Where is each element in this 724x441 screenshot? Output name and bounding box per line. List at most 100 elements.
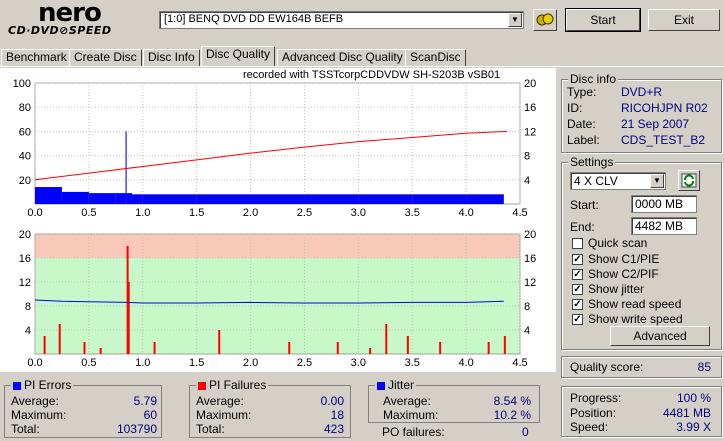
pi-failures-avg-label: Average: bbox=[196, 394, 244, 408]
x-tick-label: 0.5 bbox=[81, 357, 96, 369]
po-failures-value: 0 bbox=[522, 425, 529, 439]
top-grid bbox=[34, 82, 521, 204]
po-failures-label: PO failures: bbox=[382, 425, 445, 439]
speed-refresh-button[interactable] bbox=[678, 170, 700, 191]
pi-failures-max-label: Maximum: bbox=[196, 408, 252, 422]
quick-scan-checkbox[interactable] bbox=[572, 238, 583, 249]
jitter-title: Jitter bbox=[375, 378, 417, 392]
show-write-speed-label: Show write speed bbox=[588, 312, 683, 326]
pi-failures-bar bbox=[218, 330, 221, 354]
drive-select[interactable]: [1:0] BENQ DVD DD EW164B BEFB ▼ bbox=[159, 11, 524, 29]
pi-errors-bar bbox=[125, 131, 127, 204]
show-read-speed-checkbox[interactable]: ✓ bbox=[572, 299, 583, 310]
tab-benchmark[interactable]: Benchmark bbox=[1, 49, 72, 66]
show-c1-pie-checkbox[interactable]: ✓ bbox=[572, 254, 583, 265]
pi-errors-bar bbox=[412, 194, 467, 204]
pi-failures-max-value: 18 bbox=[330, 408, 344, 422]
speed-select[interactable]: 4 X CLV ▼ bbox=[570, 172, 666, 190]
start-button[interactable]: Start bbox=[565, 8, 641, 32]
disc-label-label: Label: bbox=[567, 133, 600, 147]
y-left-tick-label: 40 bbox=[19, 151, 31, 163]
pi-errors-total-value: 103790 bbox=[116, 422, 157, 436]
show-jitter-checkbox[interactable]: ✓ bbox=[572, 284, 583, 295]
tab-create-disc[interactable]: Create Disc bbox=[69, 49, 142, 66]
y-right-tick-label: 4 bbox=[524, 175, 530, 187]
advanced-button[interactable]: Advanced bbox=[610, 326, 710, 346]
pi-errors-bar bbox=[88, 193, 116, 204]
bottom-grid bbox=[34, 233, 521, 354]
disc-id-value: RICOHJPN R02 bbox=[621, 101, 708, 115]
x-tick-label: 0.5 bbox=[81, 207, 96, 219]
pi-errors-bar bbox=[61, 191, 89, 204]
x-tick-label: 3.0 bbox=[351, 207, 366, 219]
chevron-down-icon[interactable]: ▼ bbox=[650, 174, 664, 188]
tab-disc-quality[interactable]: Disc Quality bbox=[201, 46, 276, 66]
y-left-tick-label: 4 bbox=[25, 325, 31, 337]
pi-errors-total-label: Total: bbox=[11, 422, 40, 436]
bottom-series bbox=[34, 246, 506, 354]
show-read-speed-label: Show read speed bbox=[588, 297, 682, 311]
pi-failures-total-label: Total: bbox=[196, 422, 225, 436]
pi-failures-bar bbox=[406, 336, 409, 354]
pi-errors-title-text: PI Errors bbox=[24, 378, 72, 392]
pi-failures-bar bbox=[43, 336, 46, 354]
pi-errors-title: PI Errors bbox=[11, 378, 74, 392]
end-label: End: bbox=[570, 220, 595, 234]
y-right-tick-label: 12 bbox=[524, 126, 536, 138]
disc-info-title: Disc info bbox=[568, 72, 619, 86]
pi-errors-bar bbox=[196, 194, 251, 204]
start-field[interactable]: 0000 MB bbox=[631, 195, 697, 213]
x-tick-label: 0.0 bbox=[27, 357, 42, 369]
pi-failures-bar bbox=[126, 246, 129, 354]
disc-type-value: DVD+R bbox=[621, 85, 663, 99]
speed-label: Speed: bbox=[570, 420, 609, 434]
show-c1-pie-label: Show C1/PIE bbox=[588, 252, 660, 266]
drive-refresh-button[interactable] bbox=[533, 9, 557, 31]
x-tick-label: 2.5 bbox=[297, 357, 312, 369]
tab-disc-info[interactable]: Disc Info bbox=[143, 49, 200, 66]
jitter-group: Jitter Average: 8.54 % Maximum: 10.2 % bbox=[368, 378, 540, 423]
disc-info-group: Disc info Type: DVD+R ID: RICOHJPN R02 D… bbox=[561, 72, 722, 153]
end-field[interactable]: 4482 MB bbox=[631, 217, 697, 235]
pi-failures-bar bbox=[153, 342, 156, 354]
chart-title: recorded with TSSTcorpCDDVDW SH-S203B vS… bbox=[243, 69, 500, 81]
speed-value: 4 X CLV bbox=[574, 174, 618, 188]
bottom-green-zone bbox=[35, 258, 520, 354]
pi-errors-bar bbox=[115, 193, 126, 204]
x-tick-label: 3.5 bbox=[405, 357, 420, 369]
chevron-down-icon[interactable]: ▼ bbox=[508, 13, 522, 27]
progress-value: 100 % bbox=[676, 391, 711, 405]
tab-advanced-disc-quality[interactable]: Advanced Disc Quality bbox=[277, 49, 408, 66]
show-write-speed-checkbox[interactable]: ✓ bbox=[572, 314, 583, 325]
y-right-tick-label: 12 bbox=[524, 277, 536, 289]
y-right-tick-label: 4 bbox=[524, 325, 530, 337]
show-c2-pif-checkbox[interactable]: ✓ bbox=[572, 269, 583, 280]
disc-date-label: Date: bbox=[567, 117, 596, 131]
pi-failures-bar bbox=[336, 342, 339, 354]
pi-errors-avg-label: Average: bbox=[11, 394, 59, 408]
pi-errors-color-icon bbox=[13, 381, 21, 390]
jitter-avg-value: 8.54 % bbox=[493, 394, 531, 408]
y-left-tick-label: 12 bbox=[19, 277, 31, 289]
position-label: Position: bbox=[570, 406, 617, 420]
quality-score-value: 85 bbox=[697, 360, 711, 374]
show-jitter-label: Show jitter bbox=[588, 282, 645, 296]
drive-select-value: [1:0] BENQ DVD DD EW164B BEFB bbox=[164, 13, 344, 25]
speed-value: 3.99 X bbox=[676, 420, 711, 434]
x-tick-label: 4.5 bbox=[512, 207, 527, 219]
tab-scandisc[interactable]: ScanDisc bbox=[405, 49, 466, 66]
progress-label: Progress: bbox=[570, 391, 622, 405]
x-tick-label: 2.0 bbox=[243, 357, 258, 369]
disc-id-label: ID: bbox=[567, 101, 583, 115]
drive-refresh-icon bbox=[536, 13, 554, 26]
y-right-tick-label: 8 bbox=[524, 151, 530, 163]
y-right-tick-label: 20 bbox=[524, 229, 536, 241]
y-left-tick-label: 20 bbox=[19, 175, 31, 187]
jitter-title-text: Jitter bbox=[388, 378, 415, 392]
exit-button[interactable]: Exit bbox=[648, 9, 720, 31]
x-tick-label: 1.0 bbox=[135, 207, 150, 219]
y-right-tick-label: 16 bbox=[524, 102, 536, 114]
pi-failures-total-value: 423 bbox=[323, 422, 344, 436]
pi-errors-max-value: 60 bbox=[143, 408, 157, 422]
x-tick-label: 1.5 bbox=[189, 357, 204, 369]
